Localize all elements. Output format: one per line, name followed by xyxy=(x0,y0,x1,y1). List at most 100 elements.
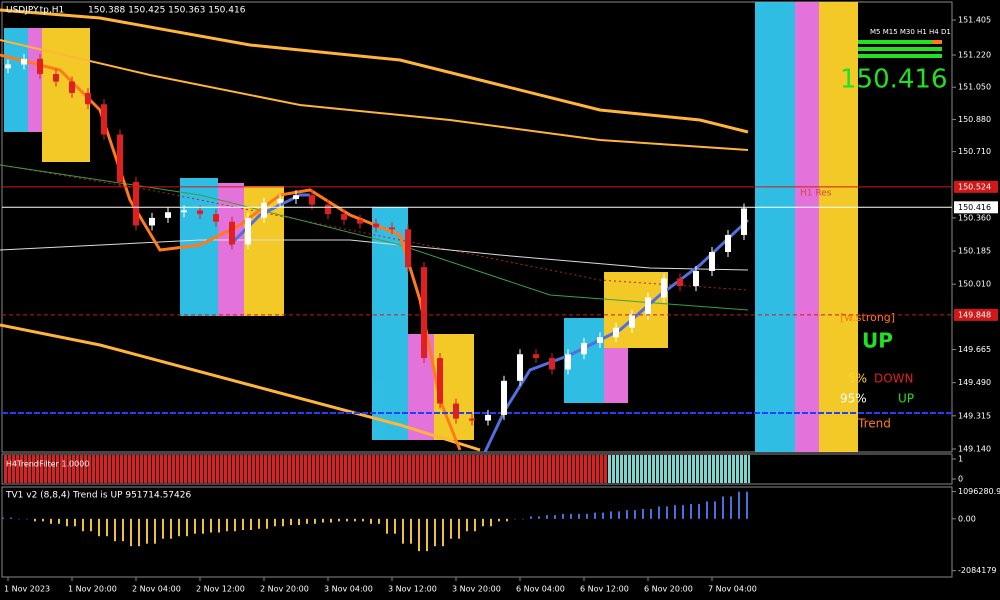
main-panel xyxy=(1,1,953,453)
candle xyxy=(245,217,251,245)
x-tick-label: 1 Nov 20:00 xyxy=(68,585,117,594)
candle xyxy=(533,354,539,359)
osc-bar xyxy=(50,518,52,524)
candle xyxy=(149,217,155,226)
candle xyxy=(389,227,395,230)
candle xyxy=(37,58,43,74)
candle xyxy=(741,208,747,235)
x-tick-label: 3 Nov 20:00 xyxy=(452,585,501,594)
candle xyxy=(421,267,427,359)
osc-bar xyxy=(34,518,36,522)
y-tick-label: 149.140 xyxy=(958,444,991,453)
osc-bar xyxy=(362,518,364,522)
strength: [w.strong] xyxy=(840,311,895,324)
osc-bar xyxy=(266,518,268,529)
osc-bar xyxy=(642,508,644,519)
osc-bar xyxy=(730,496,732,519)
osc-bar xyxy=(474,518,476,532)
x-tick-label: 3 Nov 04:00 xyxy=(324,585,373,594)
filter-bars-down xyxy=(4,455,608,483)
osc-bar xyxy=(218,518,220,533)
osc-bar xyxy=(394,518,396,534)
y-tick-label: 150.880 xyxy=(958,115,991,124)
candle xyxy=(597,337,603,343)
osc-bar xyxy=(450,518,452,539)
signal: UP xyxy=(862,329,893,353)
osc-bar xyxy=(2,517,4,519)
osc-bar xyxy=(58,518,60,524)
osc-bar xyxy=(370,518,372,524)
osc-bar xyxy=(458,518,460,539)
osc-bar xyxy=(146,518,148,544)
candle xyxy=(357,219,363,224)
osc-bar xyxy=(74,518,76,527)
down-pct: 5% xyxy=(848,372,867,386)
level-label: H1 Res xyxy=(800,189,832,199)
y-tick-label: -2084179 xyxy=(958,566,997,575)
candle xyxy=(645,297,651,315)
osc-bar xyxy=(498,518,500,522)
candle xyxy=(613,327,619,338)
osc-bar xyxy=(162,518,164,539)
down-label: DOWN xyxy=(874,372,914,386)
y-tick-label: 150.010 xyxy=(958,280,991,289)
candle xyxy=(437,358,443,404)
up-pct: 95% xyxy=(840,392,867,406)
candle xyxy=(565,354,571,370)
osc-bar xyxy=(722,496,724,519)
osc-bar xyxy=(234,518,236,532)
up-label: UP xyxy=(898,392,914,406)
osc-bar xyxy=(530,516,532,519)
osc-bar xyxy=(466,518,468,532)
candle xyxy=(373,223,379,228)
osc-bar xyxy=(306,518,308,524)
x-tick-label: 6 Nov 12:00 xyxy=(580,585,629,594)
candle xyxy=(693,270,699,287)
y-tick-label: 0.00 xyxy=(958,514,976,523)
candle xyxy=(277,198,283,203)
osc-bar xyxy=(482,518,484,527)
osc-bar xyxy=(666,506,668,519)
candle xyxy=(581,342,587,355)
osc-bar xyxy=(250,518,252,531)
x-tick-label: 2 Nov 20:00 xyxy=(260,585,309,594)
osc-bar xyxy=(290,518,292,526)
osc-bar xyxy=(82,518,84,532)
candle xyxy=(469,418,475,421)
candle xyxy=(213,214,219,222)
filter-bars-up xyxy=(608,455,750,483)
candle xyxy=(549,358,555,370)
x-tick-label: 1 Nov 2023 xyxy=(4,585,50,594)
osc-bar xyxy=(18,518,20,520)
osc-bar xyxy=(122,518,124,542)
osc-bar xyxy=(674,505,676,519)
y-tick-label: 150.360 xyxy=(958,213,991,222)
price-tag xyxy=(954,308,998,321)
osc-bar xyxy=(186,518,188,537)
osc-bar xyxy=(298,518,300,526)
osc-bar xyxy=(130,518,132,547)
osc-bar xyxy=(634,510,636,519)
osc-bar xyxy=(562,513,564,519)
candle xyxy=(341,214,347,220)
osc-bar xyxy=(578,513,580,519)
osc-bar xyxy=(10,517,12,519)
osc-bar xyxy=(378,518,380,524)
osc-bar xyxy=(42,518,44,522)
osc-bar xyxy=(258,518,260,529)
candle xyxy=(181,210,187,213)
osc-bar xyxy=(650,508,652,519)
candle xyxy=(661,278,667,298)
osc-bar xyxy=(138,518,140,547)
x-tick-label: 3 Nov 12:00 xyxy=(388,585,437,594)
x-tick-label: 2 Nov 12:00 xyxy=(196,585,245,594)
osc-bar xyxy=(706,501,708,519)
candle xyxy=(53,73,59,82)
osc-bar xyxy=(682,505,684,519)
osc-bar xyxy=(170,518,172,539)
osc-bar xyxy=(714,501,716,519)
osc-bar xyxy=(602,512,604,519)
osc-bar xyxy=(610,511,612,519)
trend-label: Trend xyxy=(857,417,891,431)
